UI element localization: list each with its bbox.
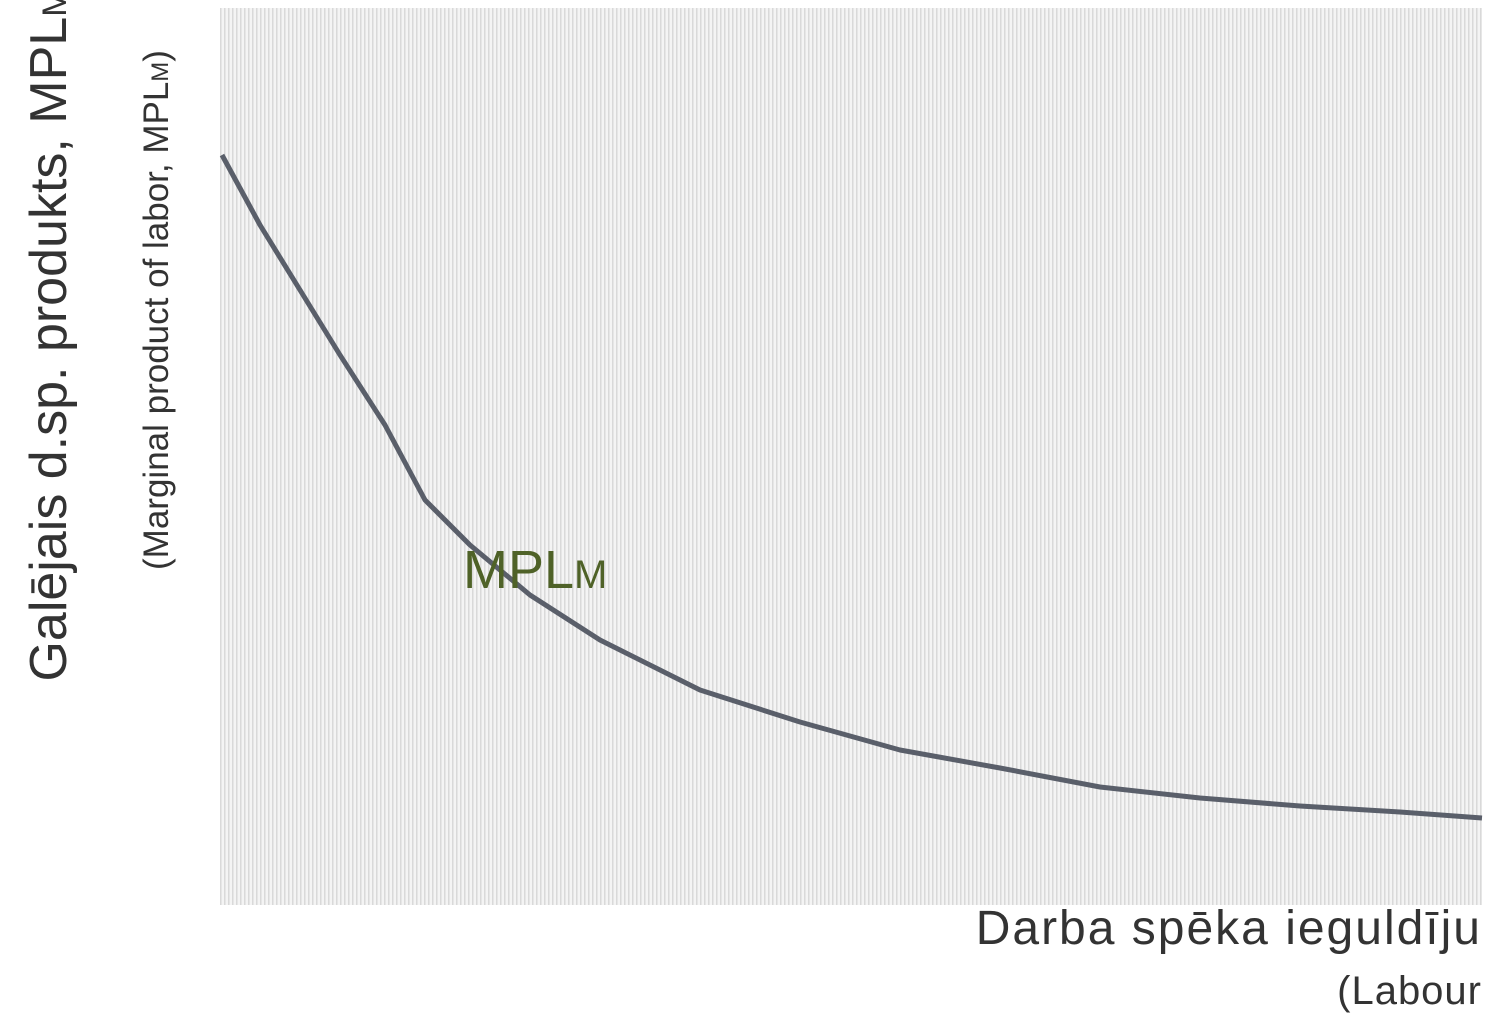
plot-area — [220, 8, 1482, 905]
x-axis-title: Darba spēka ieguldīju — [976, 902, 1482, 955]
mpl-curve — [219, 153, 1483, 821]
curve-label-subscript: M — [574, 553, 607, 597]
y-axis-title-subscript: M — [36, 0, 74, 17]
y-axis-subtitle-subscript: M — [147, 62, 174, 82]
y-axis-subtitle-end: ) — [137, 50, 176, 62]
y-axis-title: Galējais d.sp. produkts, MPLM — [20, 0, 78, 682]
y-axis-title-text: Galējais d.sp. produkts, MPL — [20, 17, 78, 682]
y-axis-subtitle-text: (Marginal product of labor, MPL — [137, 82, 176, 570]
curve-label: MPLM — [463, 540, 607, 600]
x-axis-subtitle: (Labour — [1337, 969, 1482, 1013]
y-axis-subtitle: (Marginal product of labor, MPLM) — [137, 50, 176, 570]
curve-label-text: MPL — [463, 540, 574, 600]
